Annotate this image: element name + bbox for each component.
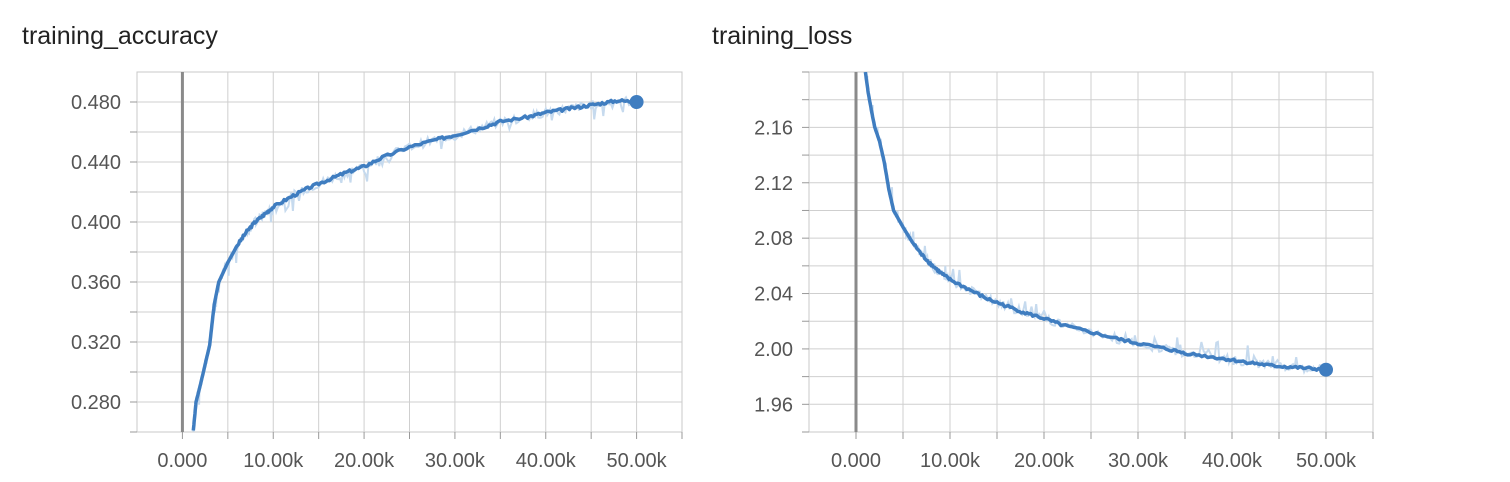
x-tick-label: 10.00k — [920, 450, 981, 472]
training-accuracy-panel: training_accuracy 0.000 10.00k 20.00k 30.00… — [0, 0, 700, 482]
training-loss-chart: 0.000 10.00k 20.00k 30.00k 40.00k 50.00k 1.96 2… — [754, 71, 1374, 472]
x-tick-label: 50.00k — [1296, 450, 1357, 472]
y-tick-label: 2.16 — [754, 117, 793, 139]
y-tick-label: 2.08 — [754, 228, 793, 250]
y-tick-label: 0.440 — [71, 152, 121, 174]
x-tick-label: 40.00k — [1202, 450, 1263, 472]
series-end-point — [1319, 362, 1333, 377]
y-tick-label: 0.280 — [71, 392, 121, 414]
y-tick-label: 0.480 — [71, 92, 121, 114]
x-tick-label: 30.00k — [1108, 450, 1169, 472]
y-tick-label: 1.96 — [754, 394, 793, 416]
raw-series-line — [864, 72, 1326, 377]
x-tick-label: 30.00k — [425, 450, 486, 472]
y-tick-label: 2.12 — [754, 173, 793, 195]
x-tick-label: 50.00k — [607, 450, 668, 472]
x-tick-label: 20.00k — [1014, 450, 1075, 472]
series-line — [863, 72, 1327, 372]
x-tick-label: 10.00k — [243, 450, 304, 472]
training-accuracy-chart: 0.000 10.00k 20.00k 30.00k 40.00k 50.00k 0.280… — [71, 71, 683, 472]
x-tick-label: 0.000 — [157, 450, 207, 472]
series-end-point — [629, 95, 644, 109]
x-tick-label: 40.00k — [516, 450, 577, 472]
y-tick-label: 0.320 — [71, 332, 121, 354]
y-tick-label: 0.400 — [71, 212, 121, 234]
y-tick-label: 0.360 — [71, 272, 121, 294]
chart-title: training_accuracy — [22, 22, 218, 50]
y-tick-label: 2.04 — [754, 284, 793, 306]
y-tick-label: 2.00 — [754, 339, 793, 361]
series-line — [191, 98, 638, 431]
x-tick-label: 0.000 — [831, 450, 881, 472]
x-tick-label: 20.00k — [334, 450, 395, 472]
raw-series-line — [192, 95, 636, 432]
chart-title: training_loss — [712, 22, 853, 50]
training-loss-panel: training_loss 0.000 10.00k 20.00k 30.00k 40.… — [690, 0, 1410, 482]
